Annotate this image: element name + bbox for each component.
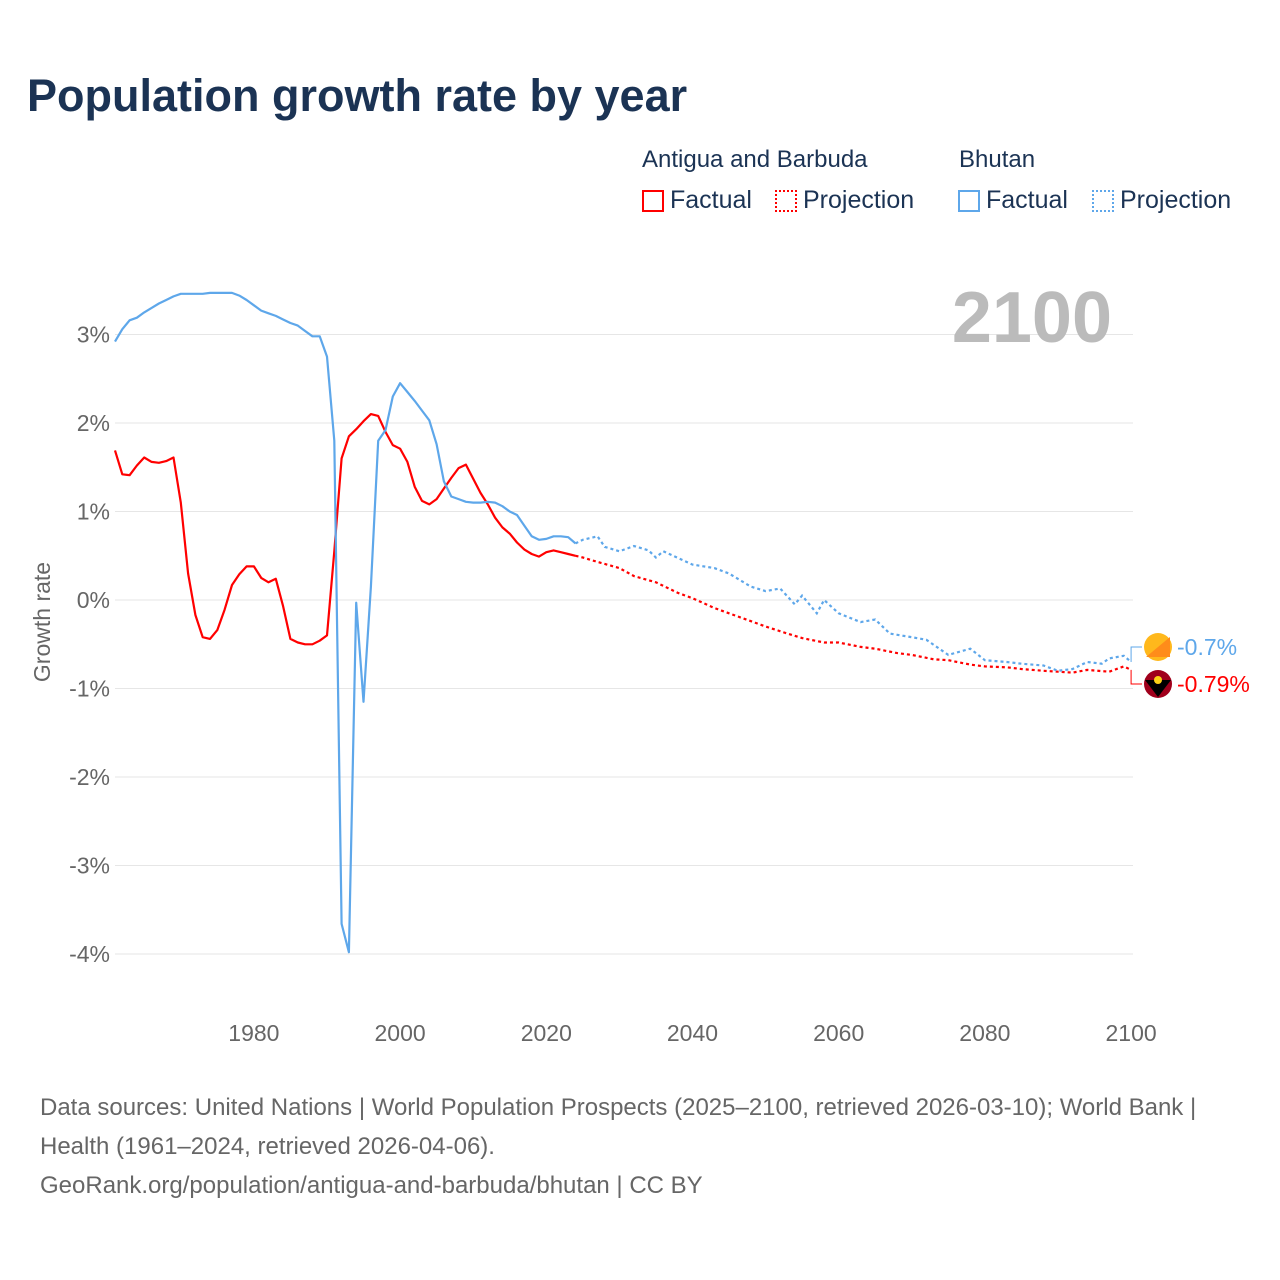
y-tick-label: 1% — [77, 499, 110, 525]
legend-swatch — [958, 189, 980, 212]
legend-label: Factual — [670, 186, 752, 214]
legend-antigua-factual[interactable]: Factual — [642, 186, 752, 215]
y-tick-label: -3% — [69, 853, 110, 879]
y-tick-label: -1% — [69, 676, 110, 702]
x-tick-label: 2100 — [1106, 1020, 1157, 1046]
legend-antigua-projection[interactable]: Projection — [775, 186, 914, 215]
x-tick-label: 2040 — [667, 1020, 718, 1046]
y-tick-label: -2% — [69, 764, 110, 790]
factual-line-0 — [113, 413, 576, 646]
x-tick-label: 1980 — [228, 1020, 279, 1046]
data-sources: Data sources: United Nations | World Pop… — [40, 1094, 1197, 1160]
y-tick-label: 0% — [77, 587, 110, 613]
legend-label: Projection — [803, 186, 915, 214]
legend-group-antigua: Antigua and Barbuda — [642, 146, 868, 173]
end-value-label: -0.79% — [1177, 671, 1250, 697]
footer: Data sources: United Nations | World Pop… — [40, 1088, 1240, 1205]
flag-sun — [1154, 676, 1162, 684]
year-label: 2100 — [952, 278, 1112, 358]
legend-swatch — [1092, 189, 1114, 212]
legend-swatch — [642, 189, 664, 212]
factual-line-1 — [114, 291, 577, 954]
flag-detail — [1146, 637, 1170, 657]
projection-line-0 — [575, 554, 1132, 674]
legend-label: Factual — [986, 186, 1068, 214]
legend-bhutan-factual[interactable]: Factual — [958, 186, 1068, 215]
legend-group-bhutan: Bhutan — [959, 146, 1036, 173]
x-tick-label: 2060 — [813, 1020, 864, 1046]
x-tick-label: 2020 — [521, 1020, 572, 1046]
end-value-label: -0.7% — [1177, 634, 1237, 660]
y-tick-label: 2% — [77, 410, 110, 436]
end-connector — [1130, 669, 1142, 685]
projection-line-1 — [575, 535, 1132, 672]
x-tick-label: 2000 — [375, 1020, 426, 1046]
legend-label: Projection — [1120, 186, 1232, 214]
x-tick-label: 2080 — [959, 1020, 1010, 1046]
legend-bhutan-projection[interactable]: Projection — [1092, 186, 1231, 215]
chart-title: Population growth rate by year — [27, 70, 688, 121]
y-tick-label: -4% — [69, 941, 110, 967]
y-axis-label: Growth rate — [29, 562, 55, 682]
end-connector — [1130, 646, 1142, 662]
y-tick-label: 3% — [77, 322, 110, 348]
flag-detail — [1145, 680, 1171, 697]
legend-swatch — [775, 189, 797, 212]
credit-link[interactable]: GeoRank.org/population/antigua-and-barbu… — [40, 1172, 703, 1199]
